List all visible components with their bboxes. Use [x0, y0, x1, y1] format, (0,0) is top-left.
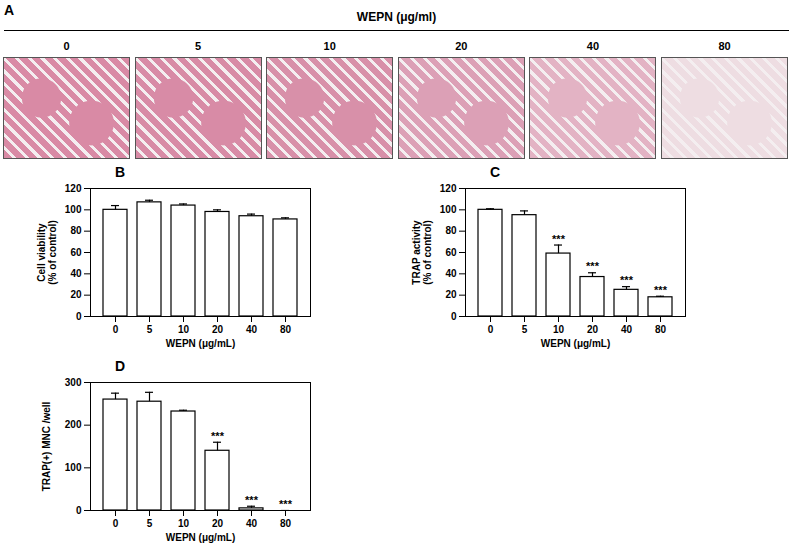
svg-text:80: 80 [280, 324, 292, 335]
html-text:D: D [115, 358, 126, 374]
svg-text:***: *** [279, 498, 293, 510]
svg-text:80: 80 [655, 324, 667, 335]
svg-text:***: *** [211, 430, 225, 442]
svg-text:120: 120 [440, 183, 457, 194]
svg-text:20: 20 [587, 324, 599, 335]
svg-text:40: 40 [70, 268, 82, 279]
svg-text:***: *** [620, 274, 634, 286]
svg-text:20: 20 [445, 289, 457, 300]
html-text:40: 40 [586, 40, 599, 52]
svg-text:TRAP(+) MNC /well: TRAP(+) MNC /well [41, 401, 52, 491]
svg-text:80: 80 [70, 225, 82, 236]
svg-text:10: 10 [553, 324, 565, 335]
svg-text:40: 40 [621, 324, 633, 335]
svg-text:20: 20 [212, 324, 224, 335]
svg-text:200: 200 [65, 419, 82, 430]
svg-text:100: 100 [440, 204, 457, 215]
svg-text:40: 40 [246, 324, 258, 335]
svg-text:WEPN (μg/mL): WEPN (μg/mL) [541, 338, 610, 349]
svg-text:10: 10 [178, 518, 190, 529]
svg-text:***: *** [245, 494, 259, 506]
svg-text:0: 0 [451, 311, 457, 322]
svg-text:0: 0 [113, 518, 119, 529]
svg-text:80: 80 [280, 518, 292, 529]
svg-text:Cell viability(% of control): Cell viability(% of control) [36, 220, 58, 284]
svg-text:WEPN (μg/mL): WEPN (μg/mL) [166, 338, 235, 349]
svg-text:300: 300 [65, 377, 82, 388]
html-text:C: C [490, 164, 501, 180]
svg-text:***: *** [586, 260, 600, 272]
html-text:A: A [4, 2, 15, 18]
svg-text:0: 0 [488, 324, 494, 335]
svg-text:80: 80 [445, 225, 457, 236]
html-text:80: 80 [718, 40, 731, 52]
svg-text:40: 40 [246, 518, 258, 529]
html-text:B: B [115, 164, 126, 180]
svg-text:60: 60 [70, 247, 82, 258]
svg-text:***: *** [552, 233, 566, 245]
html-text:10: 10 [323, 40, 336, 52]
svg-text:20: 20 [70, 289, 82, 300]
svg-text:5: 5 [147, 324, 153, 335]
svg-text:100: 100 [65, 204, 82, 215]
svg-text:5: 5 [147, 518, 153, 529]
svg-text:20: 20 [212, 518, 224, 529]
html-text:0: 0 [63, 40, 70, 52]
svg-text:WEPN (μg/mL): WEPN (μg/mL) [166, 532, 235, 543]
svg-text:60: 60 [445, 247, 457, 258]
svg-text:0: 0 [76, 311, 82, 322]
svg-text:0: 0 [76, 505, 82, 516]
svg-text:***: *** [654, 284, 668, 296]
svg-text:40: 40 [445, 268, 457, 279]
html-text:20: 20 [455, 40, 468, 52]
svg-text:0: 0 [113, 324, 119, 335]
svg-text:5: 5 [522, 324, 528, 335]
svg-text:100: 100 [65, 462, 82, 473]
html-text:5: 5 [195, 40, 202, 52]
svg-text:TRAP activity(% of control): TRAP activity(% of control) [411, 220, 433, 285]
svg-text:10: 10 [178, 324, 190, 335]
svg-text:120: 120 [65, 183, 82, 194]
html-text:WEPN (μg/ml): WEPN (μg/ml) [356, 10, 437, 24]
